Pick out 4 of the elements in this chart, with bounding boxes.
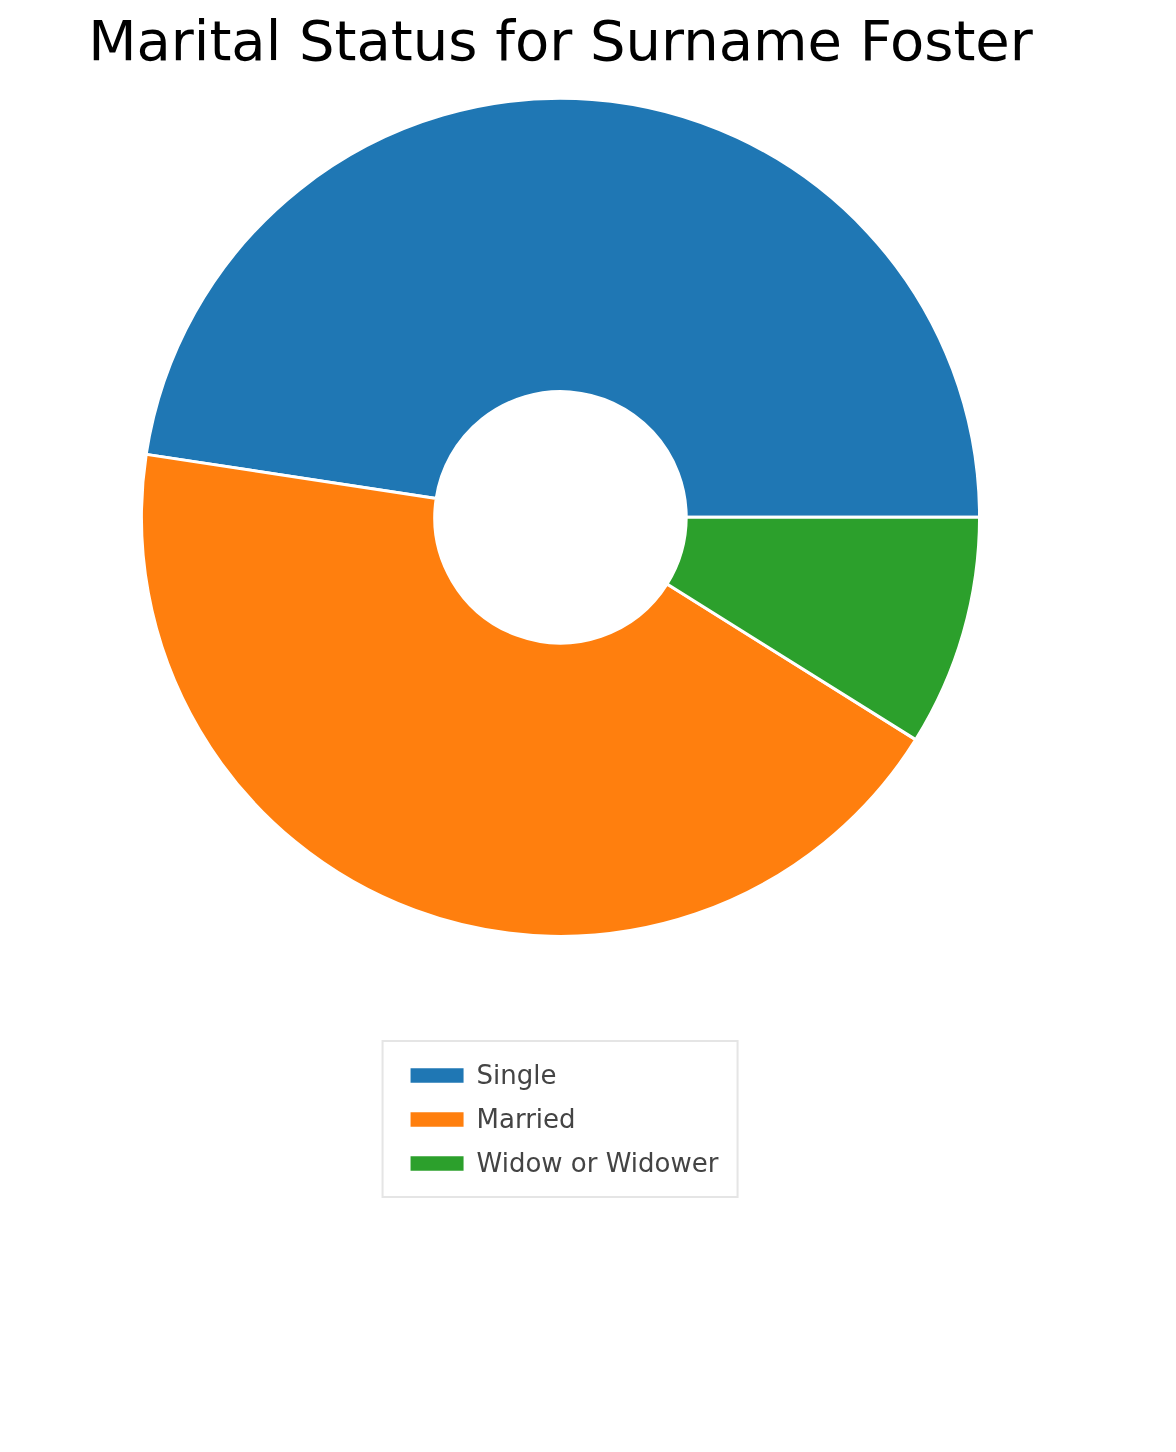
legend-label: Married bbox=[476, 1104, 576, 1134]
legend-label: Single bbox=[476, 1060, 557, 1090]
chart-title: Marital Status for Surname Foster bbox=[88, 7, 1034, 73]
legend-label: Widow or Widower bbox=[476, 1148, 719, 1178]
